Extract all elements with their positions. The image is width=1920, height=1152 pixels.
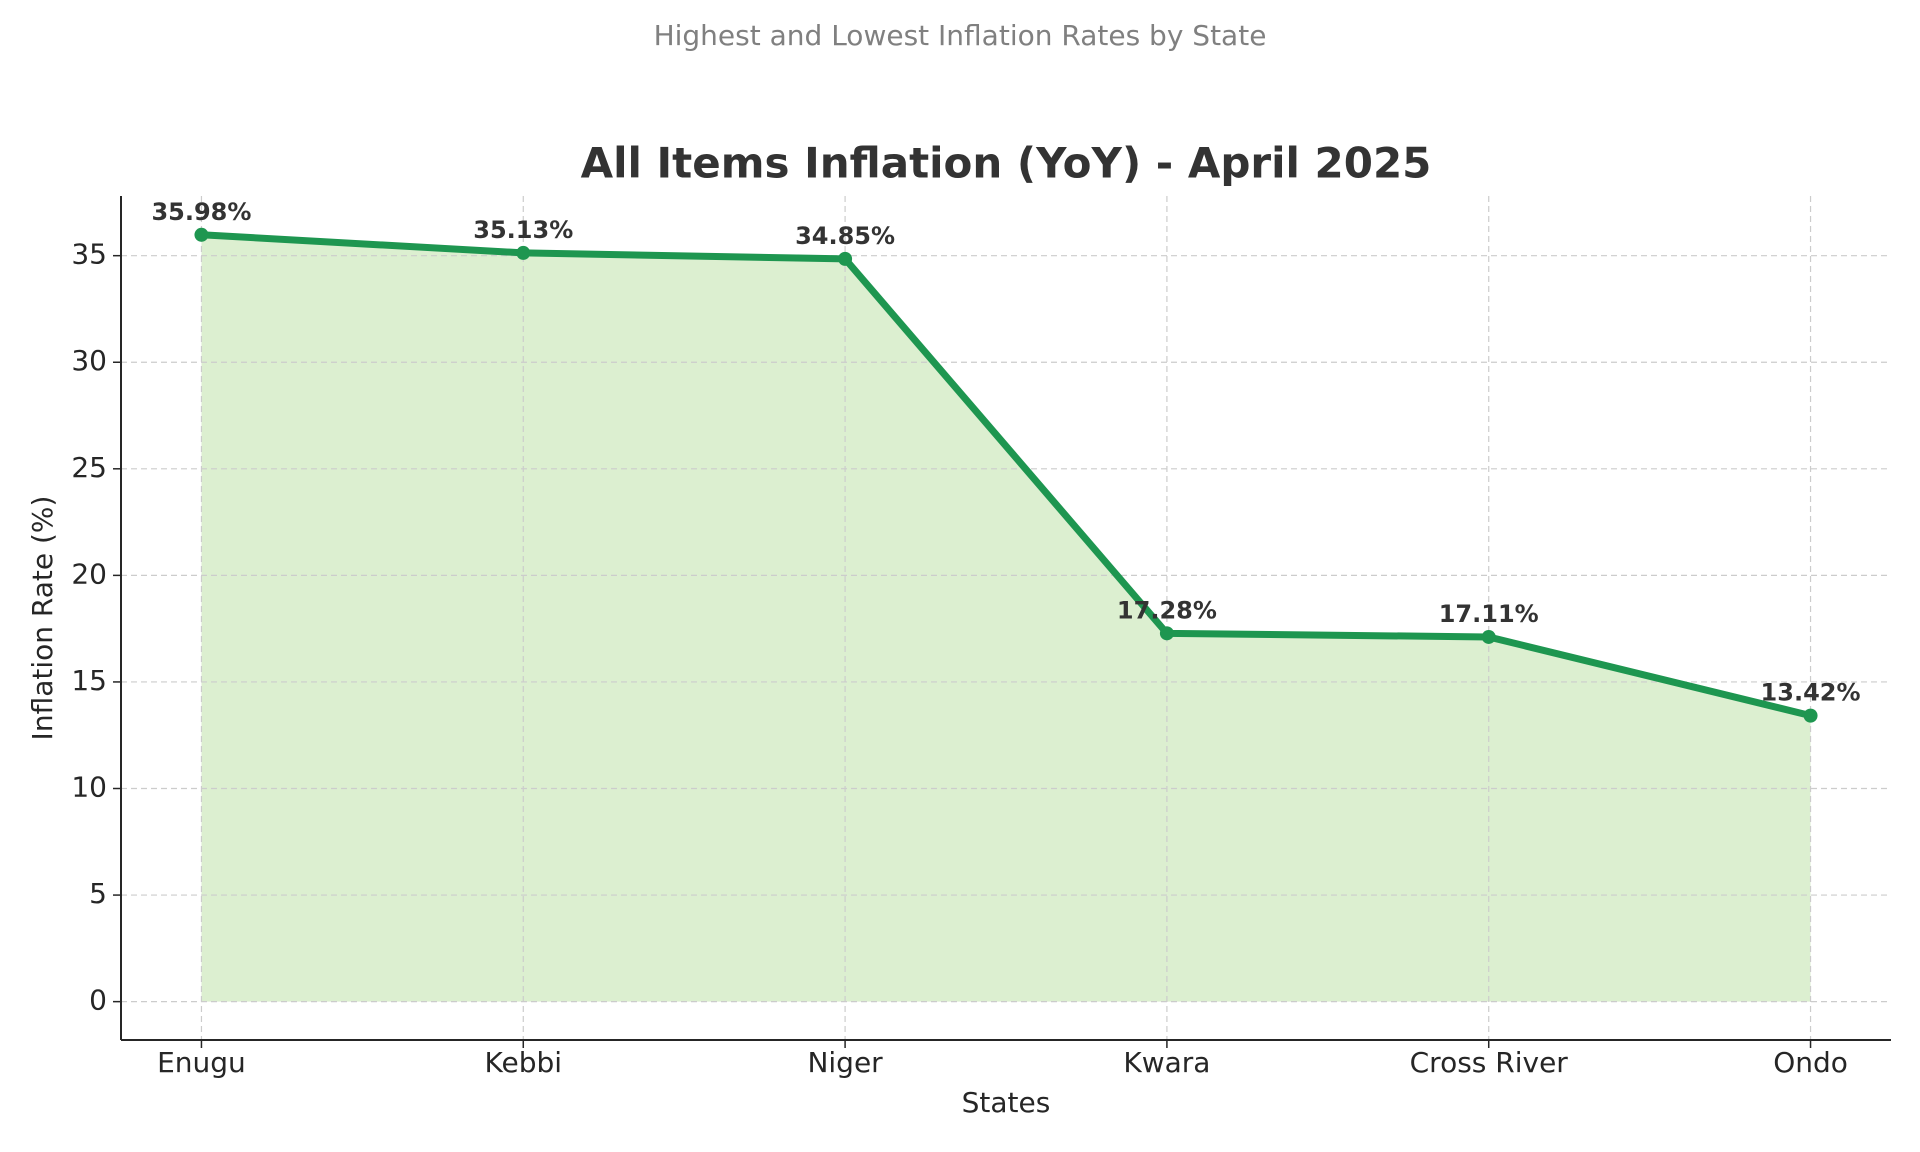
value-label: 13.42% [1761,679,1861,707]
chart-suptitle: Highest and Lowest Inflation Rates by St… [654,19,1267,52]
value-label: 35.13% [473,216,573,244]
point [1159,626,1174,641]
x-tick-label: Kebbi [485,1046,563,1079]
point [194,227,209,242]
y-tick-label: 15 [71,664,107,697]
y-tick-label: 0 [89,984,107,1017]
point [516,245,531,260]
x-axis-label: States [962,1086,1051,1119]
y-tick-label: 35 [71,238,107,271]
value-label: 34.85% [795,222,895,250]
y-tick-label: 30 [71,344,107,377]
y-tick-label: 5 [89,877,107,910]
chart-title: All Items Inflation (YoY) - April 2025 [581,139,1432,188]
x-tick-label: Niger [807,1046,883,1079]
line [201,231,1812,720]
y-tick-label: 20 [71,557,107,590]
point [1481,629,1496,644]
value-label: 35.98% [151,198,251,226]
point [1803,708,1818,723]
point [838,251,853,266]
x-tick-label: Cross River [1410,1046,1569,1079]
area [201,234,1811,1002]
x-tick-label: Kwara [1123,1046,1210,1079]
y-tick-label: 25 [71,451,107,484]
y-axis-label: Inflation Rate (%) [26,496,59,741]
y-tick-label: 10 [71,771,107,804]
value-label: 17.28% [1117,596,1217,624]
value-label: 17.11% [1439,600,1539,628]
x-tick-label: Enugu [157,1046,246,1079]
x-tick-label: Ondo [1773,1046,1848,1079]
